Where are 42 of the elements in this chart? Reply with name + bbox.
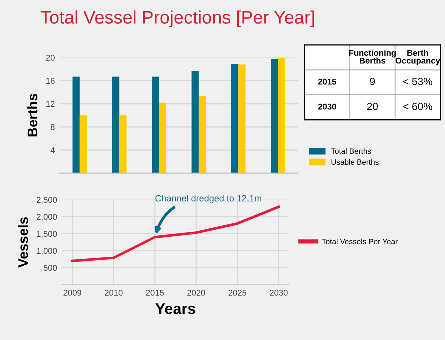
text: 9 <box>370 78 376 86</box>
text: < 60% <box>404 102 432 110</box>
y-tick-label: 4 <box>50 148 55 154</box>
x-tick-label: 2009 <box>64 290 82 296</box>
x-axis-title: Years <box>156 304 196 314</box>
y-tick-label: 20 <box>46 55 55 61</box>
bar <box>198 96 206 174</box>
text: Functioning Berths <box>349 50 396 64</box>
y-tick-label: 2,000 <box>37 214 58 222</box>
annotation: Channel dredged to 12,1m <box>156 195 262 204</box>
text: 2030 <box>318 104 336 110</box>
y-tick-label: 8 <box>50 124 55 130</box>
text: 2015 <box>318 78 336 85</box>
text: Berth Occupancy <box>396 50 440 66</box>
bar <box>192 71 199 174</box>
bar <box>278 58 286 174</box>
y-tick-label: 500 <box>44 265 58 272</box>
x-tick-label: 2015 <box>146 290 164 296</box>
chart-title: Total Vessel Projections [Per Year] <box>40 10 314 28</box>
y-tick-label: 1,500 <box>37 231 58 238</box>
y-tick-label: 1,000 <box>37 248 58 256</box>
text: 20 <box>367 102 378 110</box>
y-axis-title: Berths <box>27 94 38 137</box>
y-tick-label: 2,500 <box>37 197 58 204</box>
line-series <box>71 206 280 262</box>
bar <box>72 76 80 174</box>
bar <box>271 58 278 174</box>
bar <box>231 64 239 174</box>
bar <box>120 116 127 174</box>
text: < 53% <box>404 78 432 86</box>
y-tick-label: 16 <box>46 78 55 84</box>
bar <box>80 116 88 174</box>
x-tick-label: 2025 <box>228 290 247 296</box>
bar <box>238 64 246 174</box>
bar <box>159 102 166 174</box>
x-tick-label: 2020 <box>188 290 206 296</box>
y-tick-label: 12 <box>46 101 55 108</box>
x-tick-label: 2010 <box>105 290 123 296</box>
bar <box>152 76 160 174</box>
bar <box>112 76 120 174</box>
x-tick-label: 2030 <box>270 290 288 296</box>
y-axis-title: Vessels <box>18 217 28 268</box>
